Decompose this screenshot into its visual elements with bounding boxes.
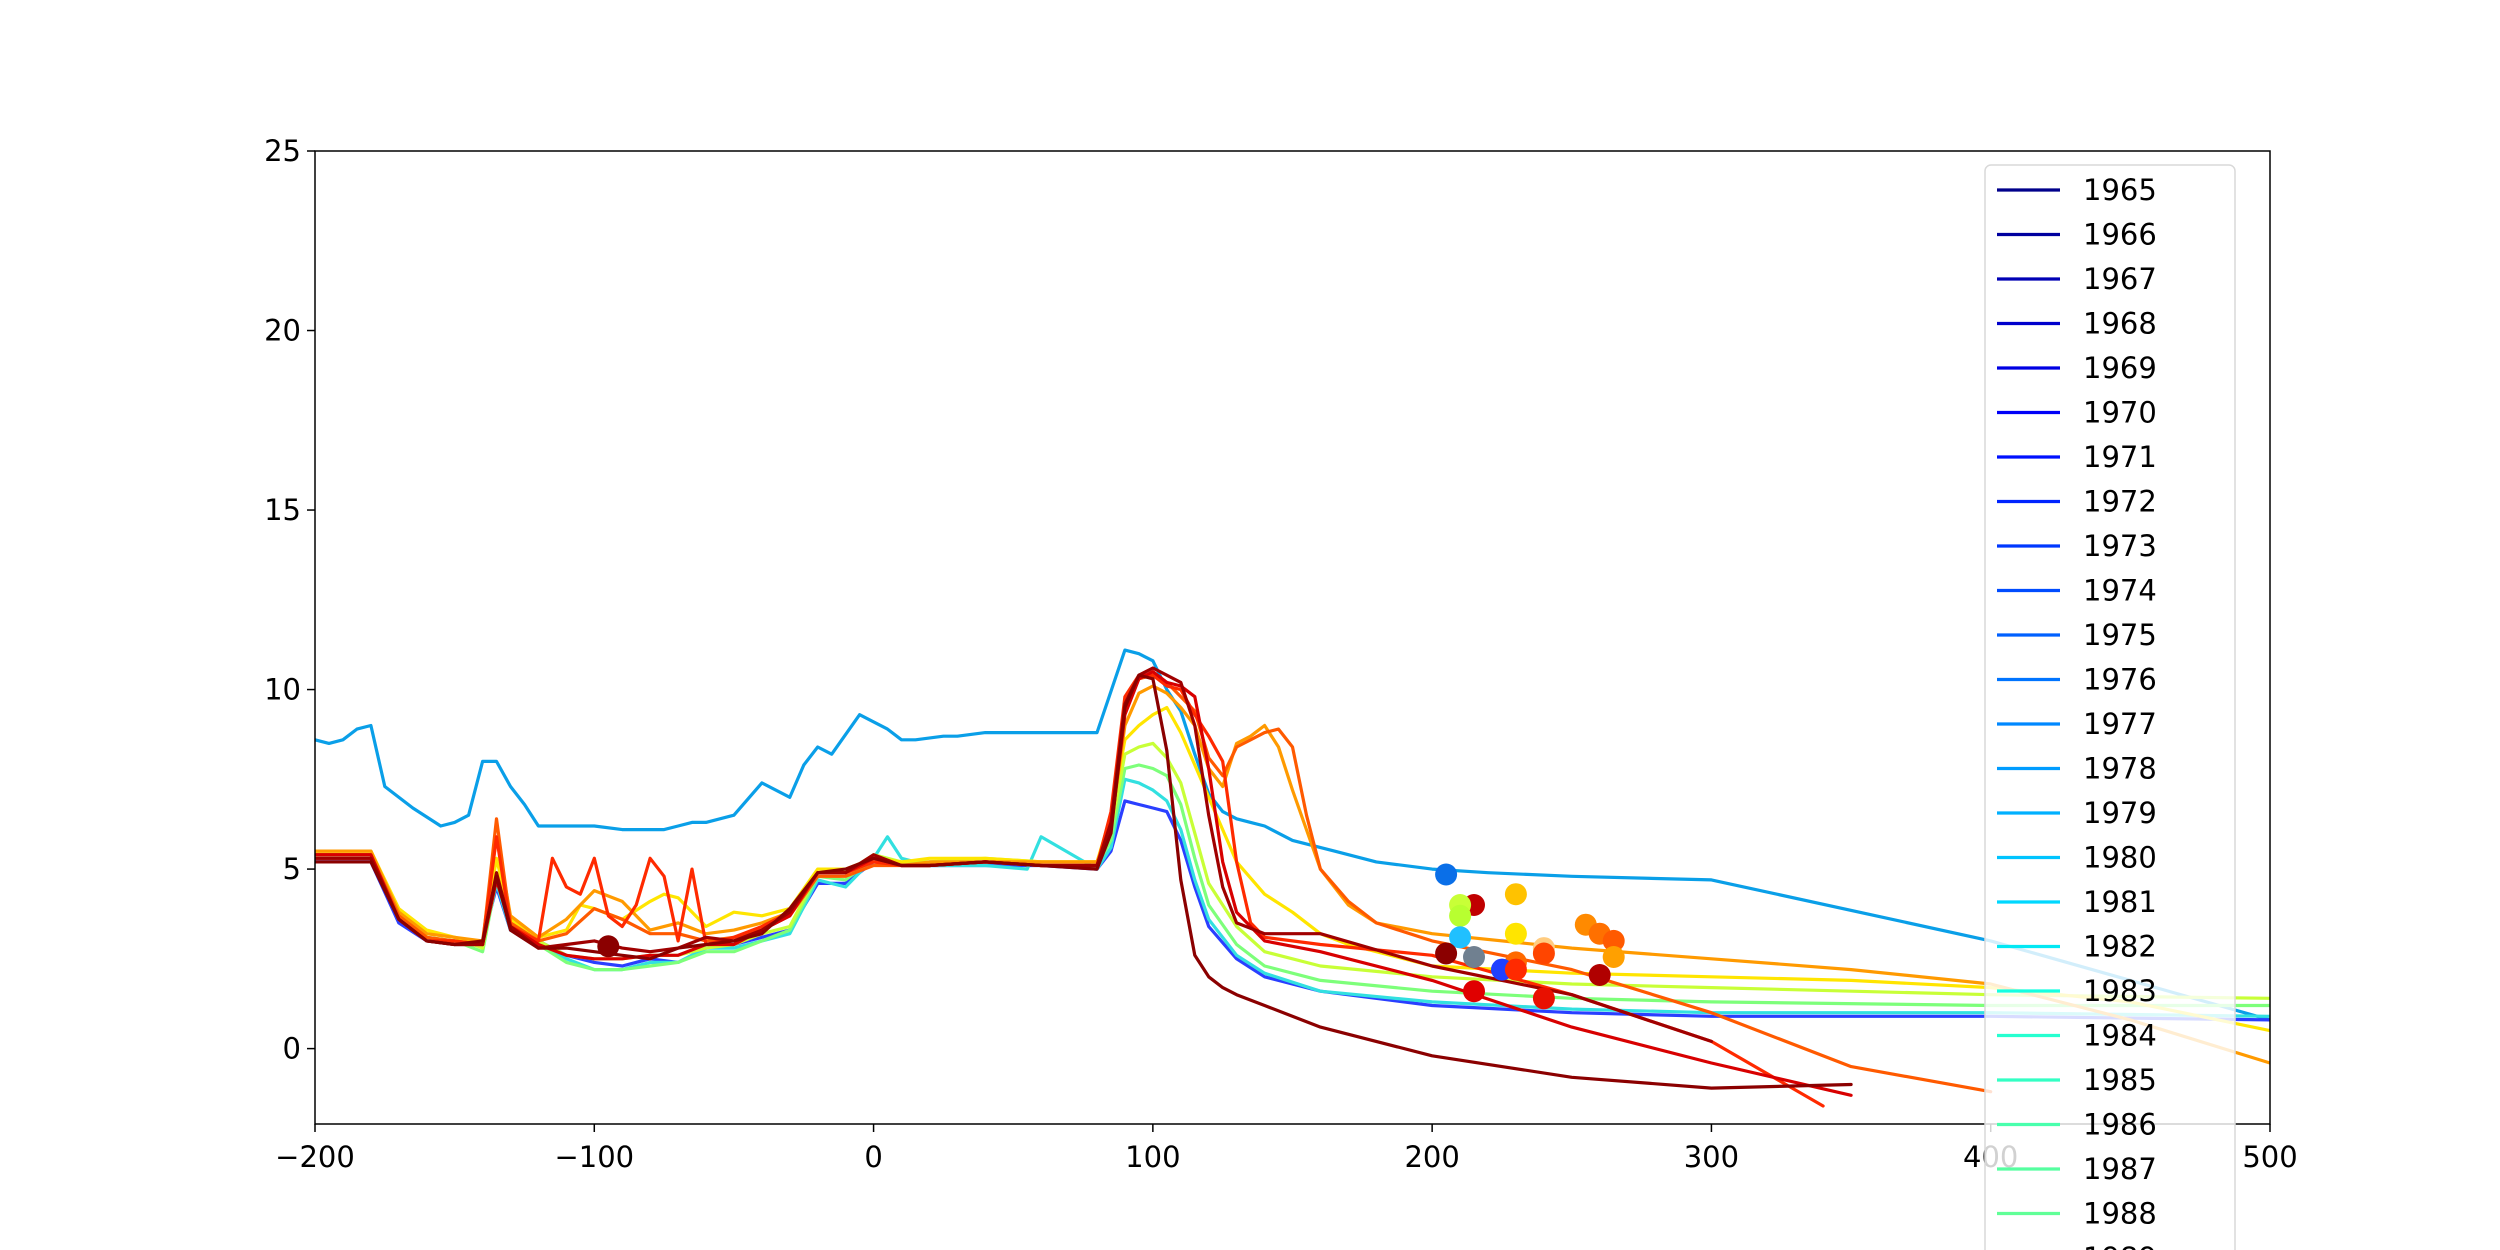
legend-label-1976: 1976 [2083,663,2157,697]
plot-frame [314,150,2271,1125]
data-point-5 [1449,904,1472,927]
data-point-12 [1435,942,1458,965]
legend-label-1972: 1972 [2083,485,2157,519]
x-tick-label: 0 [864,1140,882,1174]
data-point-15 [1602,946,1625,968]
legend-label-1977: 1977 [2083,707,2157,741]
legend-label-1988: 1988 [2083,1197,2157,1231]
y-tick-label: 0 [283,1032,301,1066]
legend: 1965 1966 1967 1968 1969 1970 1971 1972 1973 1974… [1984,164,2236,1250]
legend-label-1987: 1987 [2083,1152,2157,1186]
legend-label-1971: 1971 [2083,440,2157,474]
series-line-1 [315,648,2270,1022]
series-line-12 [315,673,1853,1090]
data-point-1 [1435,863,1458,886]
x-tick-label: 300 [1684,1140,1739,1174]
legend-label-1984: 1984 [2083,1019,2157,1053]
legend-label-1986: 1986 [2083,1108,2157,1142]
legend-label-1989: 1989 [2083,1241,2157,1250]
legend-label-1980: 1980 [2083,841,2157,875]
legend-label-1973: 1973 [2083,529,2157,563]
series-layer [315,648,2270,1108]
x-tick-label: 500 [2242,1140,2297,1174]
data-point-10 [1449,926,1472,949]
legend-label-1970: 1970 [2083,396,2157,430]
legend-label-1985: 1985 [2083,1063,2157,1097]
data-point-18 [1504,958,1527,981]
data-point-22 [597,935,620,958]
x-tick-label: 200 [1404,1140,1459,1174]
legend-label-1981: 1981 [2083,885,2157,919]
data-point-21 [1532,987,1555,1010]
data-point-2 [1504,883,1527,906]
y-tick-label: 5 [283,852,301,886]
data-point-8 [1602,929,1625,952]
legend-label-1974: 1974 [2083,574,2157,608]
x-tick-label: −100 [554,1140,634,1174]
legend-label-1982: 1982 [2083,930,2157,964]
plot-area-background [315,151,2270,1124]
y-tick-label: 15 [264,493,301,527]
y-tick-label: 10 [264,673,301,707]
legend-label-1965: 1965 [2083,173,2157,207]
legend-label-1975: 1975 [2083,618,2157,652]
y-tick-label: 20 [264,314,301,348]
points-layer [597,863,1625,1010]
legend-label-1978: 1978 [2083,752,2157,786]
y-axis: 0 5 10 15 20 25 [264,134,315,1066]
data-point-19 [1588,964,1611,986]
legend-label-1979: 1979 [2083,796,2157,830]
data-point-14 [1532,942,1555,965]
series-line-7 [315,684,2270,1065]
data-point-13 [1463,946,1485,968]
legend-box [1984,164,2236,1250]
legend-label-1966: 1966 [2083,218,2157,252]
data-point-20 [1463,980,1485,1003]
legend-label-1969: 1969 [2083,351,2157,385]
legend-label-1983: 1983 [2083,974,2157,1008]
x-tick-label: −200 [275,1140,355,1174]
legend-label-1967: 1967 [2083,262,2157,296]
data-point-9 [1504,922,1527,945]
x-tick-label: 100 [1125,1140,1180,1174]
legend-label-1968: 1968 [2083,307,2157,341]
x-axis: −200−1000100200300400500 [275,1124,2298,1174]
y-tick-label: 25 [264,134,301,168]
